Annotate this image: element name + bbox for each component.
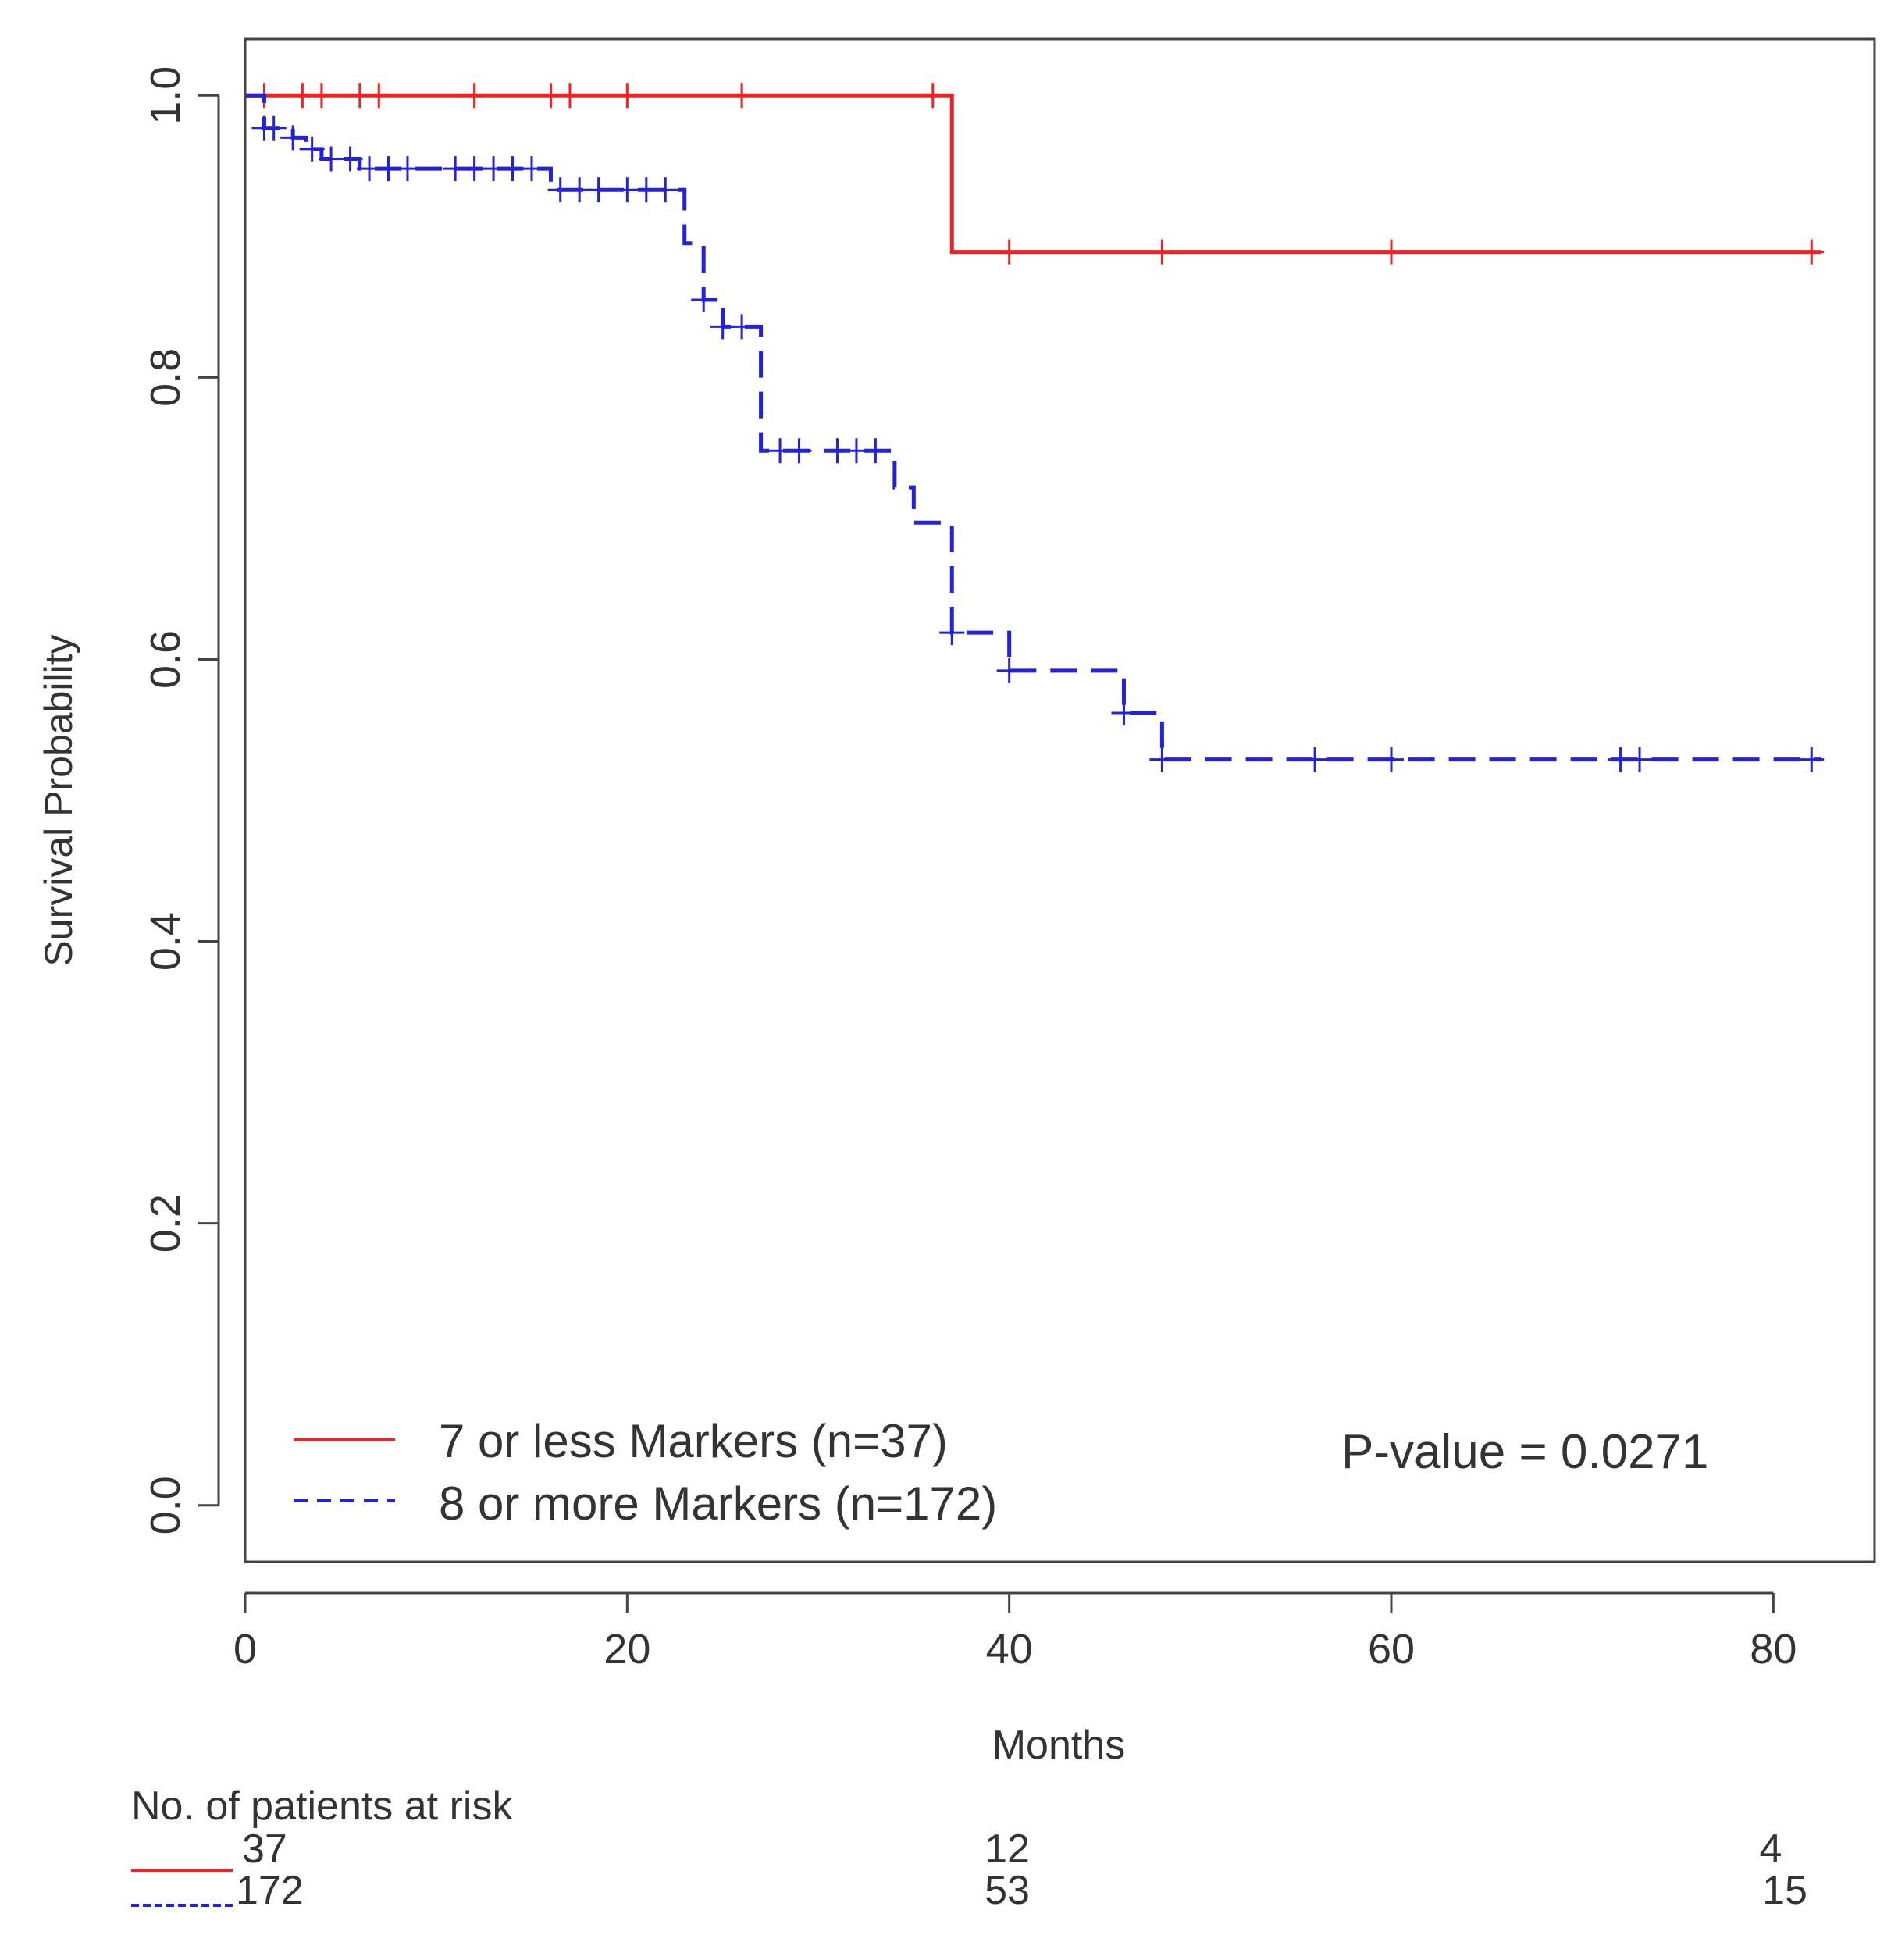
x-tick-label: 0	[233, 1626, 257, 1673]
risk-red-t80: 4	[1760, 1826, 1782, 1872]
y-tick-label: 0.2	[142, 1194, 189, 1253]
censor-mark	[614, 83, 640, 109]
legend-label-red: 7 or less Markers (n=37)	[439, 1415, 948, 1467]
y-axis: 0.0 0.2 0.4 0.6 0.8 1.0	[142, 66, 220, 1534]
censor-mark	[337, 146, 363, 172]
censor-mark	[461, 83, 487, 109]
censor-mark	[1149, 239, 1175, 265]
legend-label-blue: 8 or more Markers (n=172)	[439, 1477, 997, 1530]
censor-mark	[308, 83, 334, 109]
survival-curves	[245, 83, 1825, 772]
y-tick-label: 0.0	[142, 1476, 189, 1534]
risk-table-title: No. of patients at risk	[131, 1784, 513, 1829]
plot-frame	[244, 37, 1876, 1563]
censor-mark	[996, 657, 1022, 683]
censor-mark	[653, 177, 678, 203]
y-tick-label: 1.0	[142, 66, 189, 125]
legend: 7 or less Markers (n=37) 8 or more Marke…	[294, 1415, 997, 1530]
risk-blue-t80: 15	[1762, 1868, 1807, 1913]
censor-mark	[586, 177, 611, 203]
censor-mark	[996, 239, 1022, 265]
censor-mark	[1627, 747, 1653, 772]
risk-table: No. of patients at risk 37 12 4 172 53 1…	[131, 1784, 1807, 1913]
censor-mark	[280, 125, 306, 151]
risk-blue-t0: 172	[236, 1868, 304, 1913]
x-tick-label: 20	[604, 1626, 650, 1673]
x-tick-label: 80	[1750, 1626, 1797, 1673]
x-tick-label: 60	[1368, 1626, 1415, 1673]
series-line-1	[245, 93, 1821, 762]
censor-mark	[1378, 747, 1404, 772]
x-axis-label: Months	[992, 1723, 1126, 1768]
censor-mark	[939, 620, 965, 646]
censor-mark	[863, 438, 888, 464]
y-tick-label: 0.4	[142, 912, 189, 971]
censor-mark	[1378, 239, 1404, 265]
censor-mark	[366, 83, 392, 109]
censor-mark	[1111, 700, 1137, 726]
censor-mark	[729, 314, 755, 340]
x-tick-label: 40	[986, 1626, 1033, 1673]
censor-mark	[691, 287, 717, 313]
censor-mark	[557, 83, 582, 109]
series-line-0	[245, 93, 1821, 255]
y-tick-label: 0.8	[142, 348, 189, 407]
risk-red-t0: 37	[242, 1826, 287, 1872]
censor-mark	[1149, 747, 1175, 772]
censor-mark	[1799, 239, 1825, 265]
y-tick-label: 0.6	[142, 630, 189, 689]
censor-mark	[1302, 747, 1328, 772]
x-axis: 0 20 40 60 80	[233, 1591, 1797, 1673]
y-axis-label: Survival Probability	[37, 634, 80, 966]
risk-red-t40: 12	[985, 1826, 1030, 1872]
censor-mark	[261, 115, 287, 141]
censor-mark	[920, 83, 945, 109]
censor-mark	[729, 83, 755, 109]
censor-mark	[786, 438, 812, 464]
censor-mark	[299, 136, 325, 162]
censor-mark	[1799, 747, 1825, 772]
censor-mark	[394, 156, 420, 182]
censor-mark	[518, 156, 544, 182]
p-value-annotation: P-value = 0.0271	[1341, 1425, 1709, 1479]
risk-blue-t40: 53	[985, 1868, 1030, 1913]
